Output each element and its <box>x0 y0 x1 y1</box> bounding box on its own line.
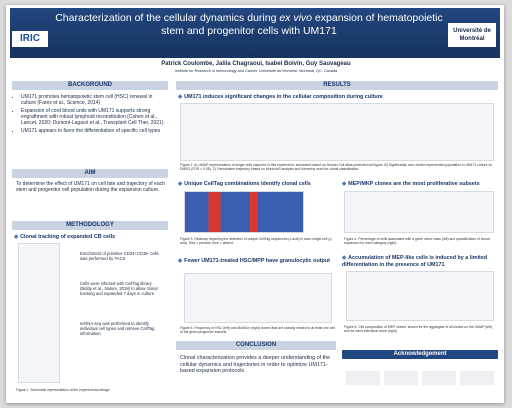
authors: Patrick Coulombe, Jalila Chagraoui, Isab… <box>161 61 351 67</box>
caption: Figure 4. Percentage of cells associated… <box>344 237 490 246</box>
result-title: Unique CellTag combinations identify clo… <box>178 181 336 188</box>
step: Cells were infected with CellTag library… <box>80 281 158 296</box>
logo-left: IRIC <box>12 31 48 47</box>
caption: Figure 2. A) UMAP representation of sing… <box>180 163 492 172</box>
step: scRNA-seq was performed to identify indi… <box>80 321 155 336</box>
logo-right: Université de Montréal <box>448 23 496 47</box>
caption: Figure 6. Cell composition of MEP clones… <box>344 325 493 334</box>
figure <box>184 273 332 323</box>
poster: IRIC Université de Montréal Characteriza… <box>6 5 504 403</box>
aim-text: To determine the effect of UM171 on cell… <box>16 181 165 193</box>
section-heading: Acknowledgement <box>342 350 498 359</box>
section-heading: RESULTS <box>176 81 498 90</box>
result-title: UM171 induces significant changes in the… <box>178 94 496 101</box>
result-title: Fewer UM171-treated HSC/MPP have granulo… <box>178 258 336 265</box>
bullet: Expansion of cord blood units with UM171… <box>21 108 168 126</box>
logo <box>422 371 456 385</box>
logo <box>346 371 380 385</box>
title-part: expansion of hematopoietic stem and prog… <box>161 12 443 37</box>
result-title: MEP/MKP clones are the most proliferativ… <box>342 181 498 188</box>
title-part: Characterization of the cellular dynamic… <box>55 12 280 24</box>
caption: Figure 3. Heatmap depicting the detectio… <box>180 237 333 246</box>
step: Enrichment of primitive CD34+CD38- cells… <box>80 251 159 261</box>
logo <box>460 371 494 385</box>
background-text: UM171 promotes hematopoietic stem cell (… <box>14 94 168 136</box>
figure <box>18 243 60 383</box>
sponsor-logos <box>346 365 494 391</box>
affiliation: Institute for Research in Immunology and… <box>174 69 338 73</box>
title-part: ex vivo <box>279 12 313 24</box>
section-heading: CONCLUSION <box>176 341 336 350</box>
figure <box>184 191 304 233</box>
poster-title: Characterization of the cellular dynamic… <box>54 12 444 38</box>
header-band <box>10 8 500 58</box>
conclusion-text: Clonal characterization provides a deepe… <box>180 355 331 375</box>
figure <box>344 191 494 233</box>
section-heading: METHODOLOGY <box>12 221 168 230</box>
bullet: UM171 promotes hematopoietic stem cell (… <box>21 94 168 106</box>
logo <box>384 371 418 385</box>
result-title: Accumulation of MEP-like cells is induce… <box>342 255 498 268</box>
subheading: Clonal tracking of expanded CB cells <box>14 234 168 241</box>
bullet: UM171 appears to favor the differentiati… <box>21 128 168 134</box>
figure <box>180 103 494 161</box>
section-heading: BACKGROUND <box>12 81 168 90</box>
figure <box>346 271 494 321</box>
caption: Figure 1. Schematic representation of th… <box>16 388 110 392</box>
section-heading: AIM <box>12 169 168 178</box>
caption: Figure 5. Frequency of HSC (left) and Mu… <box>180 326 335 335</box>
